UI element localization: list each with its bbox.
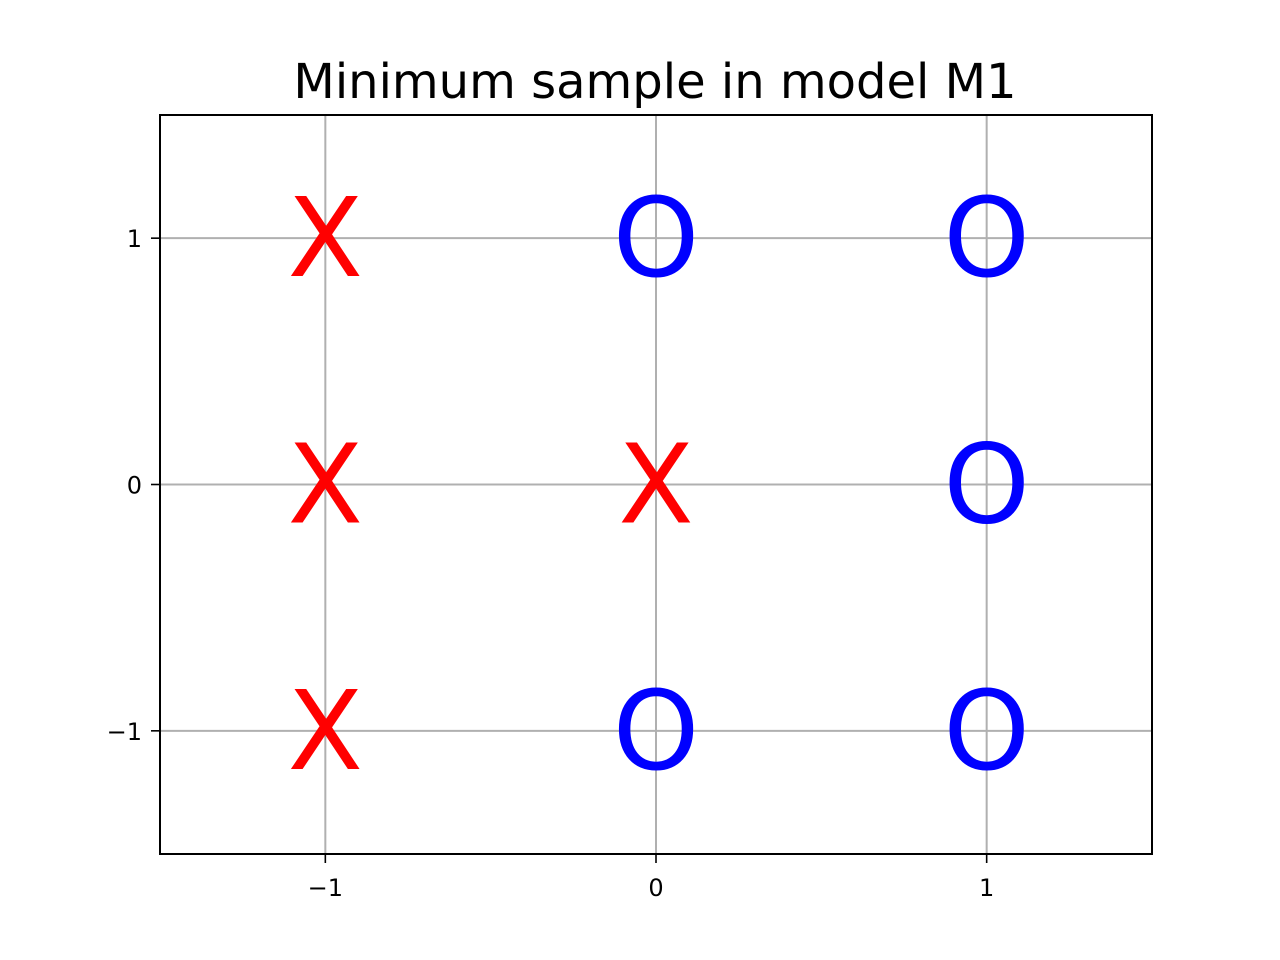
data-point-marker: O [943,174,1030,302]
x-tick-label: 1 [979,874,994,902]
grid-lines [160,115,1152,854]
y-tick-label: 0 [127,472,142,500]
data-markers: X O OX X OX O O [288,174,1030,795]
axis-ticks: −1 0 1 −1 0 1 [107,225,995,902]
chart-title: Minimum sample in model M1 [293,54,1016,110]
x-tick-label: −1 [308,874,343,902]
data-point-marker: X [288,667,363,795]
x-tick-label: 0 [648,874,663,902]
y-tick-label: −1 [107,718,142,746]
y-tick-label: 1 [127,225,142,253]
plot-frame [159,114,1153,855]
data-point-marker: X [288,174,363,302]
data-point-marker: O [943,667,1030,795]
data-point-marker: O [613,667,700,795]
data-point-marker: X [618,421,693,549]
data-point-marker: X [288,421,363,549]
data-point-marker: O [613,174,700,302]
data-point-marker: O [943,421,1030,549]
